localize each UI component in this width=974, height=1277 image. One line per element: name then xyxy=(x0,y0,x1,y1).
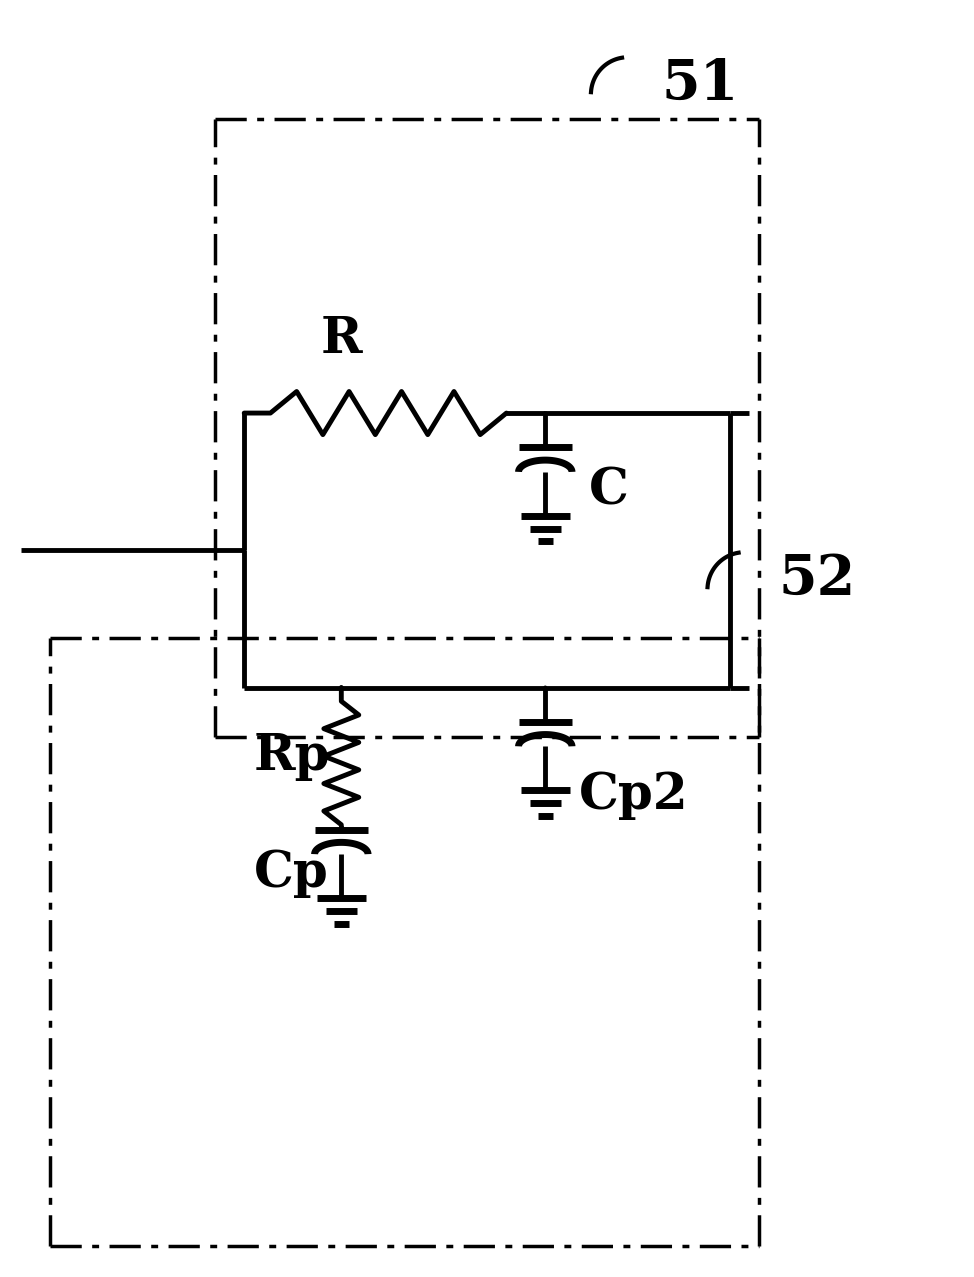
Text: Rp: Rp xyxy=(254,732,330,780)
Text: 52: 52 xyxy=(778,552,855,607)
Circle shape xyxy=(243,549,245,552)
Text: 51: 51 xyxy=(661,57,739,112)
Text: Cp2: Cp2 xyxy=(580,771,689,820)
Text: C: C xyxy=(589,467,629,516)
Circle shape xyxy=(340,686,343,688)
Text: Cp: Cp xyxy=(254,849,328,898)
Circle shape xyxy=(544,686,546,688)
Text: R: R xyxy=(320,315,362,364)
Circle shape xyxy=(544,411,546,414)
